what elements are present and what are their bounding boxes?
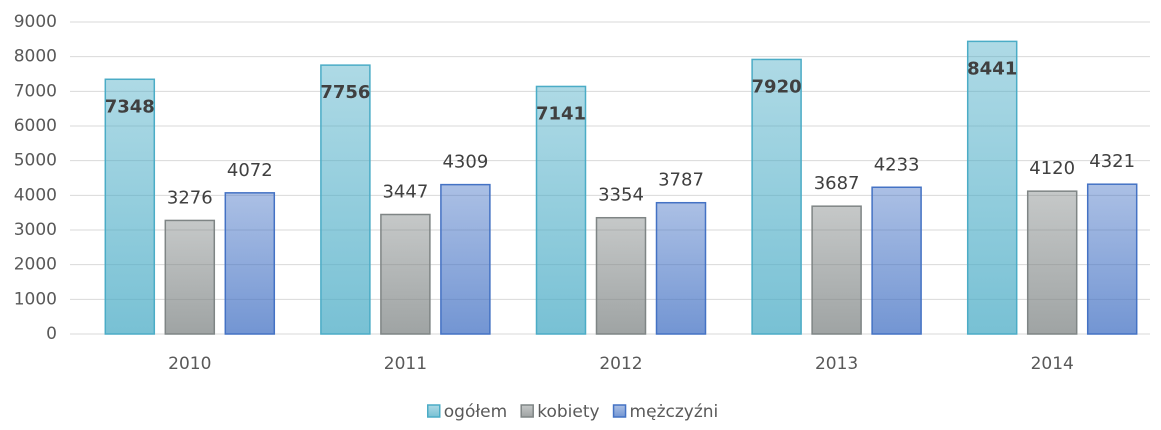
data-label: 4309 [442,152,488,173]
y-tick-label: 7000 [14,81,57,101]
bar [104,78,156,335]
bar [224,192,276,335]
data-label: 4120 [1029,158,1075,179]
data-label: 7920 [752,76,802,97]
bar [655,201,707,335]
y-tick-label: 5000 [14,151,57,171]
y-tick-label: 4000 [14,185,57,205]
y-tick-label: 2000 [14,255,57,275]
y-tick-label: 9000 [14,12,57,32]
bar [1026,190,1078,335]
x-tick-label: 2014 [1031,354,1074,374]
data-label: 3276 [167,187,213,208]
y-tick-label: 1000 [14,289,57,309]
bar [871,186,922,335]
bar [751,58,802,335]
data-label: 3447 [382,182,428,203]
data-label: 8441 [967,58,1017,79]
data-label: 4233 [874,154,920,175]
legend-swatch [427,404,441,418]
bar [966,40,1018,335]
y-tick-label: 3000 [14,220,57,240]
data-label: 7348 [105,96,155,117]
bar [320,64,371,335]
legend-swatch [612,404,627,418]
bar [595,216,647,335]
bar [1086,183,1138,335]
y-tick-label: 0 [46,324,57,344]
data-label: 3787 [658,170,704,191]
bar [164,219,216,335]
data-label: 7756 [320,82,370,103]
bar [535,85,587,335]
x-tick-label: 2010 [168,354,211,374]
x-tick-label: 2013 [815,354,858,374]
legend-label: kobiety [537,402,599,422]
bar [440,183,491,335]
data-label: 3687 [814,173,860,194]
y-tick-label: 8000 [14,47,57,67]
data-label: 3354 [598,185,644,206]
x-tick-label: 2011 [384,354,427,374]
y-tick-label: 6000 [14,116,57,136]
legend-label: ogółem [444,402,507,422]
bar [811,205,862,335]
x-tick-label: 2012 [599,354,642,374]
data-label: 4072 [227,160,273,181]
legend-swatch [520,404,534,418]
bar [380,213,431,335]
legend-label: mężczyźni [630,402,719,422]
data-label: 4321 [1089,151,1135,172]
data-label: 7141 [536,103,586,124]
